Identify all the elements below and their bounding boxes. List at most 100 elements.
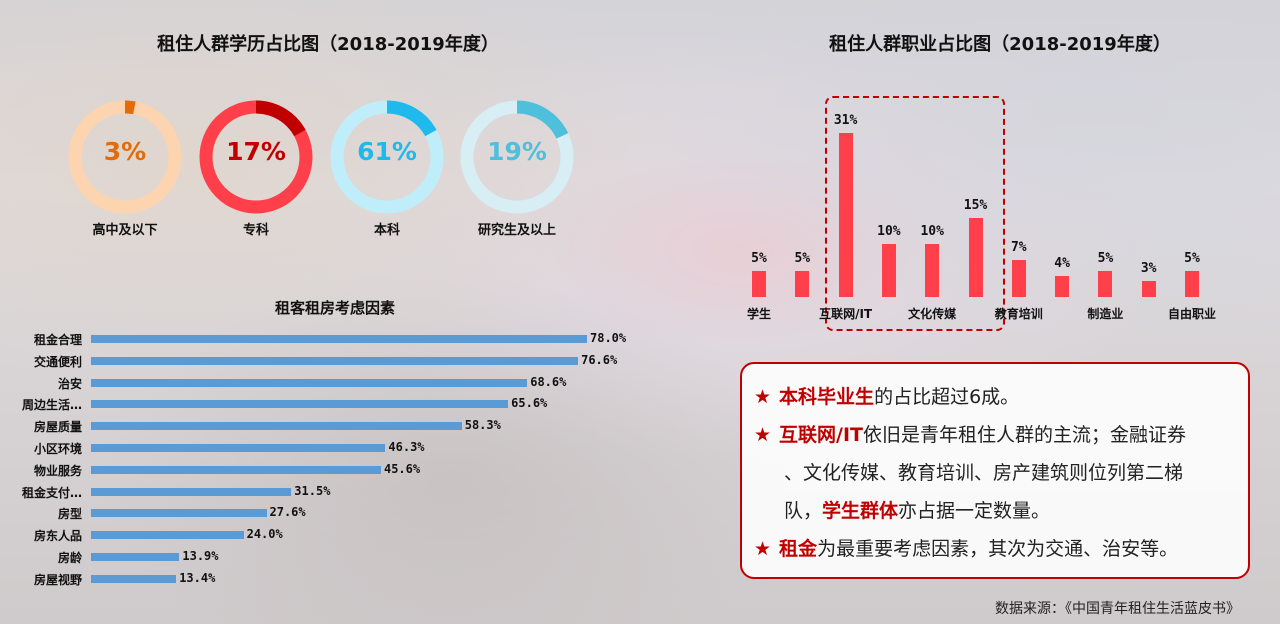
donut-label: 本科 [373,223,401,238]
factor-label: 房屋视野 [33,572,82,587]
note-2-line-2: 、文化传媒、教育培训、房产建筑则位列第二梯 [784,462,1184,484]
factor-bar [91,356,579,365]
factor-label: 房型 [57,507,82,522]
factor-label: 交通便利 [33,354,82,369]
note-3-emphasis: 租金 [779,538,818,560]
occupation-bar [1055,275,1070,297]
occupation-bar [1141,281,1156,297]
note-2-line-3: 队，学生群体亦占据一定数量。 [754,492,1234,530]
donut-value: 61% [357,137,417,166]
occupation-bar [795,270,810,297]
occupation-value: 5% [794,250,811,266]
factor-label: 房屋质量 [33,420,82,435]
occupation-label: 教育培训 [994,307,1043,321]
factor-label: 小区环境 [33,442,82,456]
summary-box: ★ 本科毕业生的占比超过6成。 ★ 互联网/IT依旧是青年租住人群的主流；金融证券 … [740,362,1250,579]
occupation-bar [1011,259,1026,297]
donut-value: 17% [226,137,286,166]
donut-value: 19% [487,137,547,166]
factor-value: 68.6% [530,374,567,389]
donut-chart: 61% [325,95,449,219]
occupation-bar [968,217,983,297]
note-2-emphasis-2: 学生群体 [822,500,899,522]
occupation-bar [1185,270,1199,297]
factor-bar [91,465,381,474]
note-3-text: 为最重要考虑因素，其次为交通、治安等。 [817,538,1179,560]
donut-arc [68,100,182,214]
factor-value: 65.6% [511,396,548,411]
factor-bar [91,553,180,561]
factor-value: 24.0% [246,527,283,542]
occupation-value: 5% [1184,250,1200,266]
factor-value: 31.5% [294,483,331,498]
note-1: ★ 本科毕业生的占比超过6成。 [754,378,1234,416]
factor-bar [91,400,509,409]
occupation-value: 3% [1140,261,1157,277]
highlight-dashed-box [825,96,1005,331]
factor-value: 13.4% [179,570,216,585]
star-icon: ★ [754,538,772,560]
factor-value: 76.6% [581,352,618,367]
star-icon: ★ [754,424,772,446]
factors-chart-title: 租客租房考虑因素 [274,299,396,317]
factor-bar [91,422,462,431]
education-chart-title: 租住人群学历占比图（2018-2019年度） [157,34,499,55]
note-2: ★ 互联网/IT依旧是青年租住人群的主流；金融证券 [754,416,1234,454]
occupation-value: 4% [1054,255,1070,271]
occupation-bar [925,244,940,297]
occupation-bar [838,133,853,297]
occupation-label: 制造业 [1087,307,1124,321]
factor-label: 房东人品 [33,529,82,544]
factor-value: 78.0% [590,331,627,345]
donut-arc [199,100,313,214]
factor-bar [91,574,177,583]
occupation-value: 5% [751,250,767,266]
factor-label: 周边生活… [21,398,82,413]
occupation-value: 7% [1010,239,1027,255]
factor-label: 租金支付… [21,485,82,500]
occupation-label: 学生 [746,307,772,321]
factor-value: 46.3% [388,440,425,454]
occupation-value: 10% [920,224,944,240]
factor-bar [91,509,267,518]
data-source: 数据来源：《中国青年租住生活蓝皮书》 [995,601,1240,617]
donut-chart: 19% [455,95,579,219]
star-icon: ★ [754,386,772,408]
note-2-text-b: 队， [784,500,823,522]
donut-chart: 3% [63,95,187,219]
factor-value: 45.6% [383,461,421,476]
factor-value: 13.9% [182,549,219,563]
factor-bar [91,335,587,343]
note-3: ★ 租金为最重要考虑因素，其次为交通、治安等。 [754,530,1234,568]
factor-bar [91,531,244,540]
note-2-emphasis: 互联网/IT [779,424,864,446]
factor-label: 物业服务 [33,463,82,478]
occupation-value: 15% [963,197,988,213]
donut-arc [330,100,444,214]
factor-bar [91,487,292,496]
occupation-value: 10% [877,224,901,240]
occupation-label: 互联网/IT [819,307,873,321]
factor-label: 房龄 [57,551,82,565]
donut-label: 研究生及以上 [477,223,557,238]
factor-value: 27.6% [269,505,306,520]
occupation-bar [1098,270,1113,297]
donut-arc [460,100,574,214]
occupation-label: 文化传媒 [908,307,957,321]
donut-chart: 17% [194,95,318,219]
factor-value: 58.3% [464,418,501,433]
occupation-label: 自由职业 [1167,307,1217,321]
note-1-emphasis: 本科毕业生 [779,386,875,408]
note-1-text: 的占比超过6成。 [874,386,1020,408]
occupation-bar [881,244,896,297]
donut-value: 3% [103,137,147,166]
note-2-text-c: 亦占据一定数量。 [898,500,1051,522]
occupation-value: 5% [1097,250,1114,266]
note-2-text: 依旧是青年租住人群的主流；金融证券 [863,424,1187,446]
donut-label: 专科 [242,223,270,238]
occupation-value: 31% [833,113,858,128]
factor-label: 租金合理 [33,333,82,347]
factor-bar [91,378,528,387]
factor-label: 治安 [57,376,82,391]
donut-label: 高中及以下 [92,223,158,238]
